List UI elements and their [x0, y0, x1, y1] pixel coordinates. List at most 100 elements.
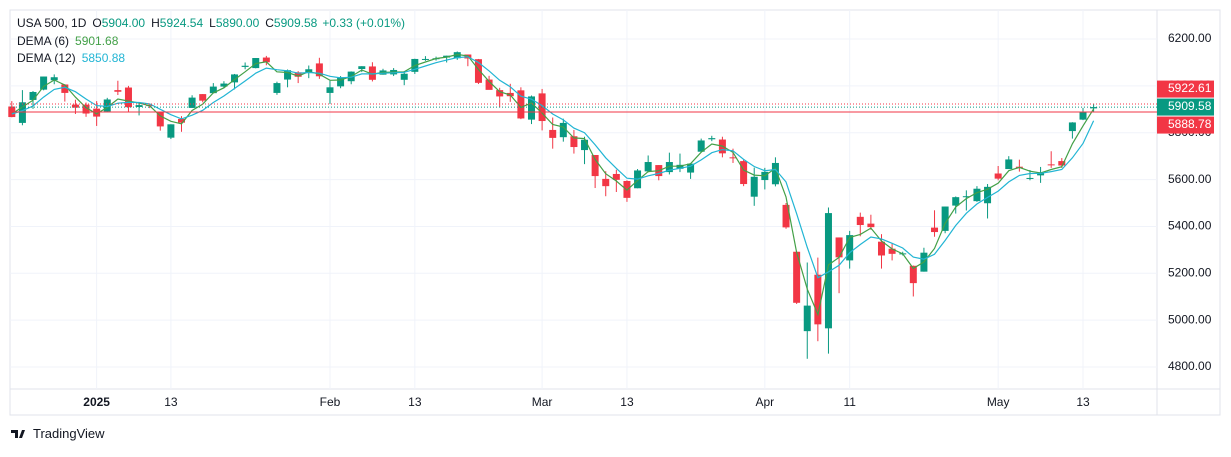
ohlc-label: O [92, 16, 101, 30]
candle-body [114, 90, 122, 92]
x-tick-label: Mar [532, 395, 553, 409]
dema-line [11, 56, 1095, 279]
candle-body [644, 162, 652, 172]
ohlc-label: C [265, 16, 274, 30]
candle-body [294, 72, 302, 77]
price-label-bg [1157, 116, 1214, 134]
candle-body [740, 161, 748, 185]
candle-body [421, 58, 429, 60]
candle-body [358, 66, 366, 70]
candle-body [61, 84, 69, 93]
dema-line [11, 53, 1095, 317]
candle-body [305, 69, 313, 73]
candle-body [931, 227, 939, 233]
candle-body [846, 235, 854, 261]
candle-body [284, 70, 292, 80]
candle-body [665, 162, 673, 173]
logo: TradingView [11, 426, 105, 441]
ohlc-label: H [151, 16, 160, 30]
candle-body [973, 188, 981, 202]
candle-body [697, 140, 705, 152]
ohlc-value: 5904.00 [102, 16, 146, 30]
candle-body [824, 213, 832, 329]
candle-body [262, 57, 270, 63]
candle-body [315, 63, 323, 77]
candle-body [1005, 159, 1013, 170]
candle-body [485, 79, 493, 90]
price-label: 5888.78 [1168, 117, 1212, 131]
candle-body [71, 104, 79, 108]
ohlc-value: 5890.00 [216, 16, 260, 30]
candle-body [676, 164, 684, 169]
candle-body [984, 186, 992, 204]
x-tick-label: 13 [408, 395, 422, 409]
candle-body [135, 105, 143, 107]
candle-body [167, 124, 175, 138]
candle-body [570, 136, 578, 148]
candle-body [602, 178, 610, 187]
candle-body [82, 104, 90, 114]
candle-body [782, 204, 790, 228]
candle-body [591, 154, 599, 177]
candle-body [368, 66, 376, 80]
price-label-bg [1157, 98, 1214, 116]
logo-icon [11, 430, 25, 438]
candle-body [1026, 177, 1034, 179]
candle-body [708, 138, 716, 140]
ohlc-label: L [209, 16, 216, 30]
indicator-name: DEMA (6) [17, 34, 69, 48]
candle-body [1058, 161, 1066, 166]
indicator-name: DEMA (12) [17, 51, 76, 65]
candle-body [496, 90, 504, 97]
candle-body [1090, 107, 1098, 109]
candle-body [124, 87, 132, 108]
header-legend: USA 500, 1D O5904.00 H5924.54 L5890.00 C5909… [17, 16, 405, 30]
candle-body [103, 99, 111, 112]
candle-body [941, 206, 949, 231]
candle-body [177, 118, 185, 123]
candle-body [952, 197, 960, 206]
candle-body [40, 76, 48, 90]
x-tick-label: 13 [620, 395, 634, 409]
x-tick-label: 13 [164, 395, 178, 409]
grid [10, 10, 1157, 389]
candle-body [888, 248, 896, 254]
y-tick-label: 6200.00 [1168, 31, 1212, 45]
plot [8, 51, 1098, 359]
candle-body [273, 83, 281, 93]
candle-body [93, 108, 101, 117]
y-tick-label: 5400.00 [1168, 219, 1212, 233]
change: +0.33 (+0.01%) [322, 16, 405, 30]
candle-body [538, 93, 546, 122]
candle-body [867, 223, 875, 228]
candle-body [612, 173, 620, 180]
indicator-legend: DEMA (6) 5901.68 [17, 34, 119, 48]
candle-body [400, 73, 408, 80]
overlay: 4800.005000.005200.005400.005600.005800.… [10, 31, 1214, 409]
candle-body [856, 216, 864, 226]
price-label: 5922.61 [1168, 81, 1212, 95]
candle-body [1047, 164, 1055, 166]
candle-body [326, 87, 334, 93]
candle-body [156, 111, 164, 127]
candle-body [559, 122, 567, 138]
candle-body [50, 77, 58, 81]
candle-body [729, 157, 737, 159]
x-tick-label: Apr [755, 395, 774, 409]
x-tick-label: May [987, 395, 1010, 409]
x-tick-label: Feb [320, 395, 341, 409]
candle-body [750, 176, 758, 197]
candle-body [835, 237, 843, 258]
y-tick-label: 4800.00 [1168, 359, 1212, 373]
x-tick-label: 11 [843, 395, 856, 409]
candle-body [814, 274, 822, 325]
candle-body [527, 96, 535, 120]
candle-body [453, 52, 461, 59]
candle-body [188, 97, 196, 108]
indicator-value: 5901.68 [75, 34, 119, 48]
candle-body [962, 196, 970, 198]
candle-body [687, 163, 695, 173]
candle-body [909, 265, 917, 284]
x-tick-label: 2025 [83, 395, 110, 409]
